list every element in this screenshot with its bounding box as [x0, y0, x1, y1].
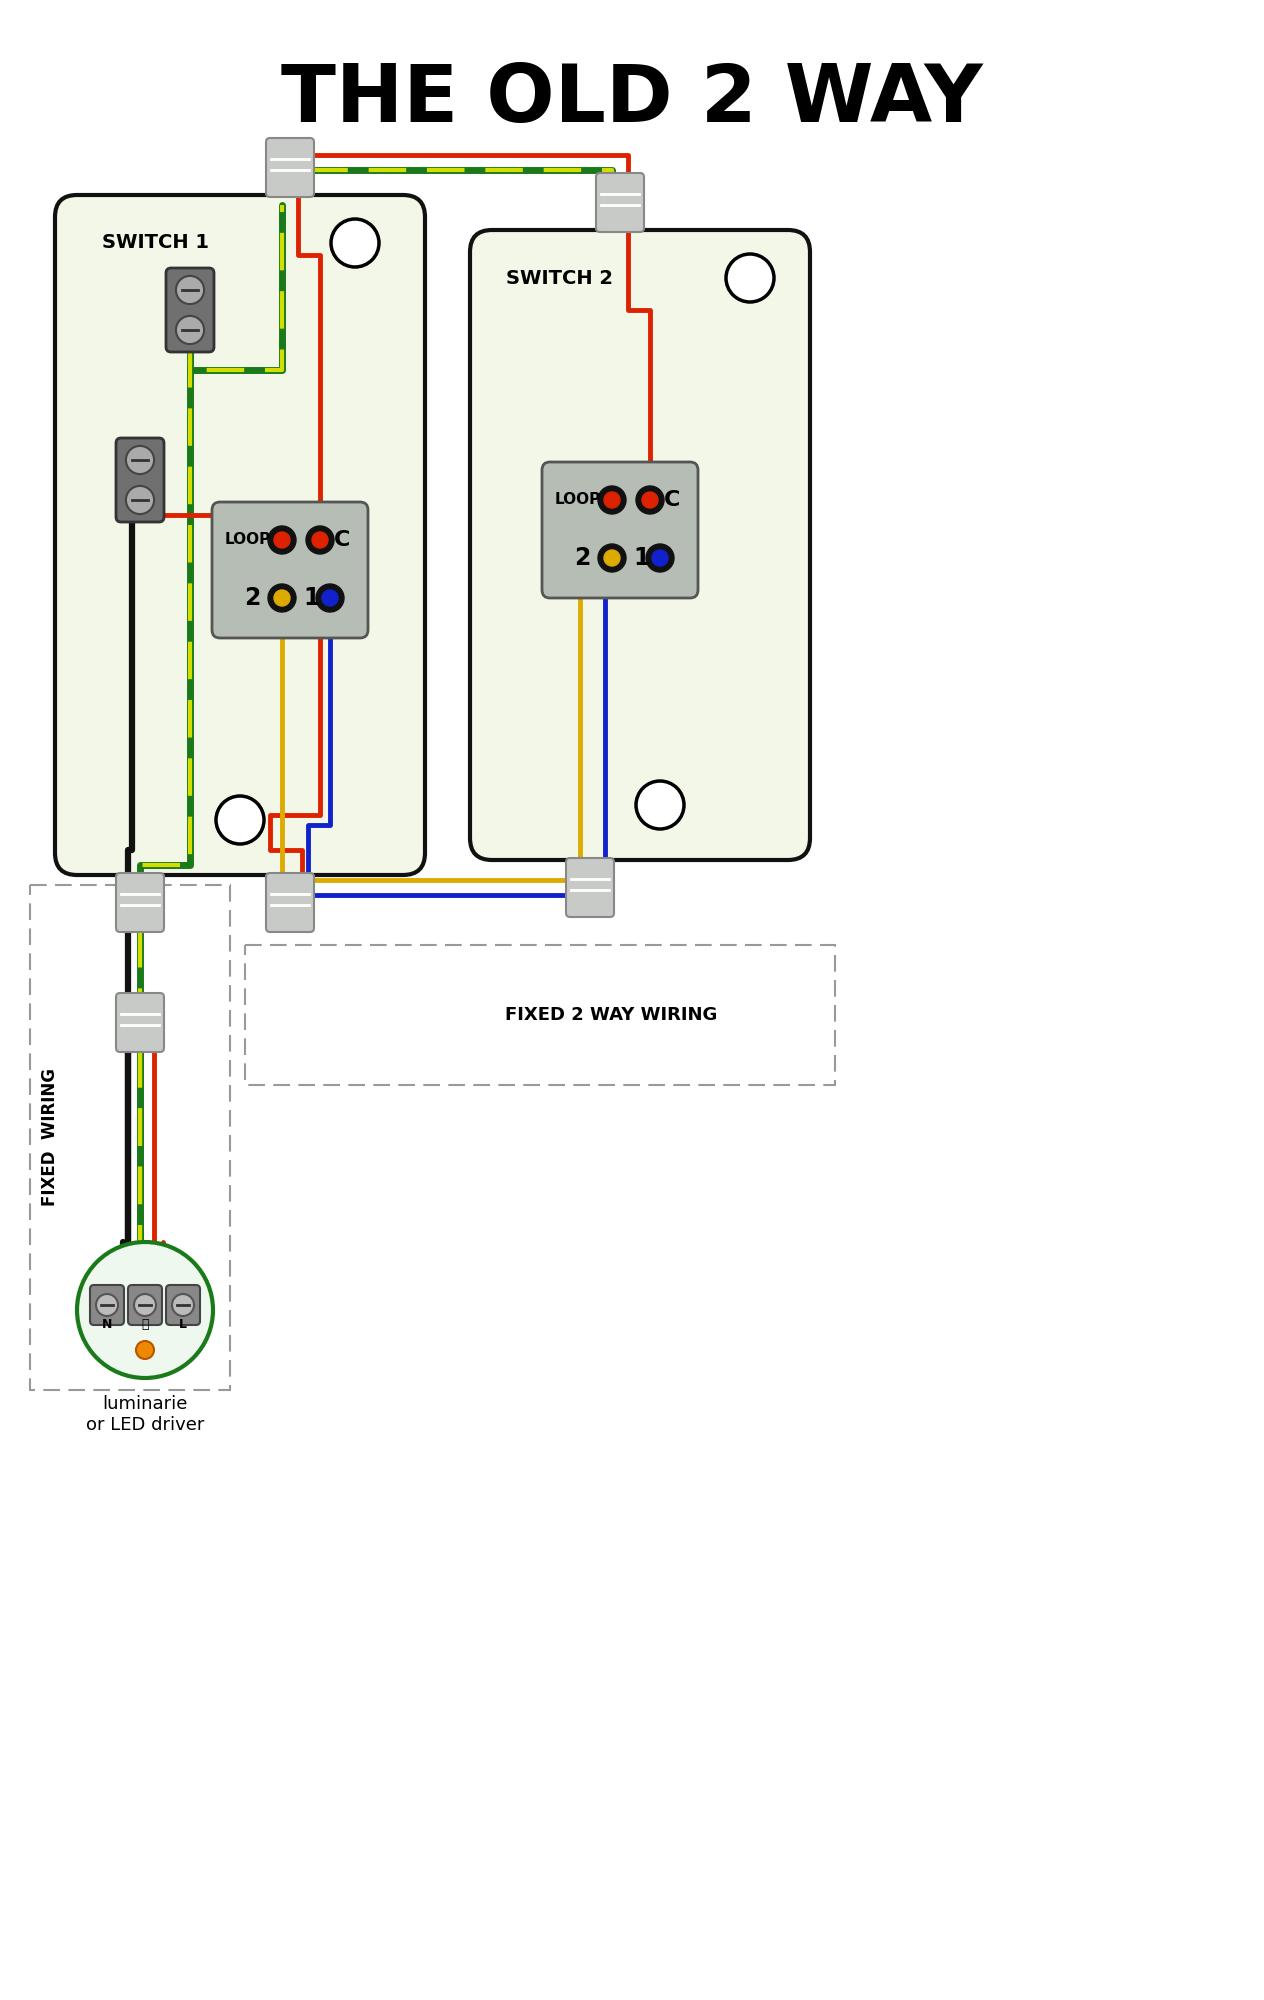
FancyBboxPatch shape [597, 174, 643, 232]
Circle shape [216, 796, 264, 844]
Circle shape [176, 276, 204, 304]
Text: LOOP: LOOP [555, 492, 602, 508]
Circle shape [268, 584, 296, 612]
Text: SWITCH 2: SWITCH 2 [507, 268, 613, 288]
Circle shape [604, 550, 621, 566]
Text: SWITCH 1: SWITCH 1 [101, 234, 209, 252]
Circle shape [137, 1340, 154, 1360]
Circle shape [322, 590, 337, 606]
FancyBboxPatch shape [265, 872, 313, 932]
Circle shape [77, 1242, 214, 1378]
Text: luminarie
or LED driver: luminarie or LED driver [86, 1396, 205, 1434]
Text: C: C [664, 490, 680, 510]
Text: N: N [102, 1318, 112, 1332]
Circle shape [652, 550, 667, 566]
Text: LOOP: LOOP [225, 532, 270, 548]
Circle shape [126, 446, 154, 474]
FancyBboxPatch shape [166, 268, 214, 352]
FancyBboxPatch shape [116, 438, 164, 522]
Circle shape [646, 544, 674, 572]
Circle shape [604, 492, 621, 508]
Circle shape [331, 218, 379, 266]
FancyBboxPatch shape [265, 138, 313, 198]
FancyBboxPatch shape [542, 462, 698, 598]
FancyBboxPatch shape [470, 230, 810, 860]
FancyBboxPatch shape [90, 1286, 124, 1324]
Text: 1: 1 [303, 586, 320, 610]
Text: 1: 1 [633, 546, 650, 570]
FancyBboxPatch shape [212, 502, 368, 638]
Circle shape [312, 532, 327, 548]
Circle shape [126, 486, 154, 514]
Circle shape [598, 486, 626, 514]
FancyBboxPatch shape [116, 872, 164, 932]
FancyBboxPatch shape [566, 858, 614, 916]
FancyBboxPatch shape [128, 1286, 162, 1324]
Circle shape [274, 532, 289, 548]
Circle shape [96, 1294, 118, 1316]
Circle shape [172, 1294, 193, 1316]
FancyBboxPatch shape [56, 196, 425, 876]
Circle shape [134, 1294, 155, 1316]
FancyBboxPatch shape [166, 1286, 200, 1324]
Circle shape [598, 544, 626, 572]
Circle shape [726, 254, 774, 302]
Text: THE OLD 2 WAY: THE OLD 2 WAY [281, 60, 983, 140]
Circle shape [268, 526, 296, 554]
Text: FIXED  WIRING: FIXED WIRING [40, 1068, 59, 1206]
FancyBboxPatch shape [116, 992, 164, 1052]
Circle shape [306, 526, 334, 554]
Circle shape [316, 584, 344, 612]
Text: ⏚: ⏚ [142, 1318, 149, 1332]
Text: 2: 2 [244, 586, 260, 610]
Text: 2: 2 [574, 546, 590, 570]
Text: C: C [334, 530, 350, 550]
Circle shape [636, 780, 684, 828]
Circle shape [636, 486, 664, 514]
Text: FIXED 2 WAY WIRING: FIXED 2 WAY WIRING [504, 1006, 717, 1024]
Circle shape [176, 316, 204, 344]
Circle shape [274, 590, 289, 606]
Text: L: L [179, 1318, 187, 1332]
Circle shape [642, 492, 659, 508]
